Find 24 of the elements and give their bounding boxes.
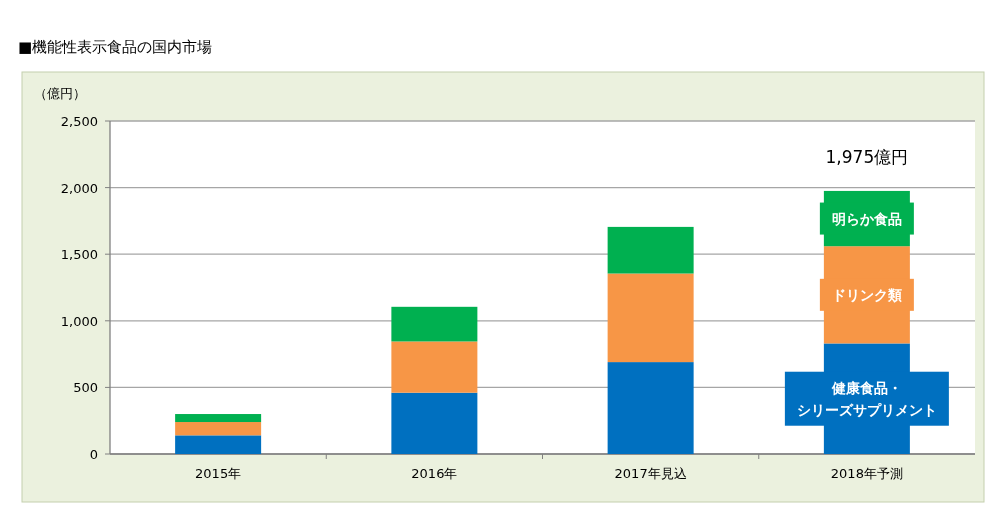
x-tick-label: 2018年予測 — [830, 466, 903, 481]
bar — [175, 422, 262, 436]
y-tick-label: 1,000 — [60, 313, 98, 329]
bar — [391, 306, 478, 342]
y-axis-title: （億円） — [34, 86, 86, 101]
total-label: 1,975億円 — [825, 146, 909, 167]
bar — [175, 435, 262, 454]
series-label: 健康食品・シリーズサプリメント — [796, 379, 937, 418]
x-tick-label: 2016年 — [411, 466, 458, 481]
bar — [391, 341, 478, 393]
y-tick-label: 1,500 — [60, 247, 98, 263]
x-tick-label: 2015年 — [195, 466, 242, 481]
y-tick-label: 2,000 — [60, 180, 98, 196]
series-label: ドリンク類 — [831, 286, 902, 303]
bar — [607, 273, 694, 363]
x-tick-label: 2017年見込 — [614, 466, 687, 481]
bar — [391, 392, 478, 454]
y-tick-label: 2,500 — [60, 114, 98, 129]
chart-title: ■機能性表示食品の国内市場 — [18, 38, 213, 56]
bar — [607, 362, 694, 454]
bar — [175, 414, 262, 423]
y-tick-label: 0 — [89, 447, 98, 462]
bar — [607, 226, 694, 274]
y-tick-label: 500 — [73, 380, 98, 396]
